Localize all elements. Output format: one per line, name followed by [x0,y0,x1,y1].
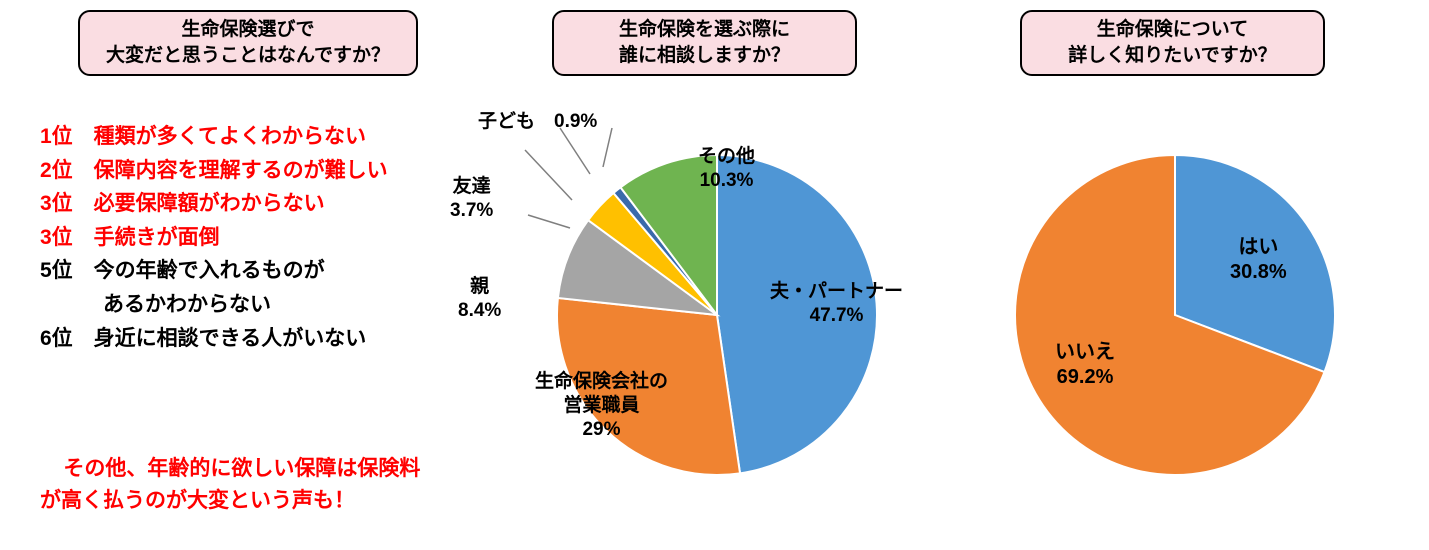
ranking-list: 1位 種類が多くてよくわからない2位 保障内容を理解するのが難しい3位 必要保障… [40,120,388,355]
consult-label-2: 親 8.4% [458,275,501,323]
ranking-footnote-text: その他、年齢的に欲しい保障は保険料 が高く払うのが大変という声も！ [40,457,420,513]
consult-label-4: 子ども 0.9% [478,110,597,134]
ranking-item-2: 2位 保障内容を理解するのが難しい [40,154,388,188]
pie-chart-interest [1013,153,1337,477]
ranking-item-5: 5位 今の年齢で入れるものが [40,254,388,288]
consult-label-5: その他 10.3% [698,145,755,193]
infographic-canvas: 生命保険選びで 大変だと思うことはなんですか？ 1位 種類が多くてよくわからない… [0,0,1429,502]
question-box-2: 生命保険を選ぶ際に 誰に相談しますか？ [552,10,857,76]
question-box-3: 生命保険について 詳しく知りたいですか？ [1020,10,1325,76]
interest-label-1: いいえ 69.2% [1055,340,1115,390]
ranking-item-3: 3位 必要保障額がわからない [40,187,388,221]
consult-label-0: 夫・パートナー 47.7% [770,280,903,328]
question-box-1-text: 生命保険選びで 大変だと思うことはなんですか？ [106,17,390,68]
ranking-item-7: 6位 身近に相談できる人がいない [40,322,388,356]
ranking-item-4: 3位 手続きが面倒 [40,221,388,255]
ranking-footnote: その他、年齢的に欲しい保障は保険料 が高く払うのが大変という声も！ [40,420,420,550]
question-box-1: 生命保険選びで 大変だと思うことはなんですか？ [78,10,418,76]
ranking-item-1: 1位 種類が多くてよくわからない [40,120,388,154]
interest-label-0: はい 30.8% [1230,235,1287,285]
consult-label-3: 友達 3.7% [450,175,493,223]
question-box-3-text: 生命保険について 詳しく知りたいですか？ [1068,17,1276,68]
ranking-item-6: あるかわからない [40,288,388,322]
consult-label-1: 生命保険会社の 営業職員 29% [535,370,668,441]
question-box-2-text: 生命保険を選ぶ際に 誰に相談しますか？ [619,17,790,68]
